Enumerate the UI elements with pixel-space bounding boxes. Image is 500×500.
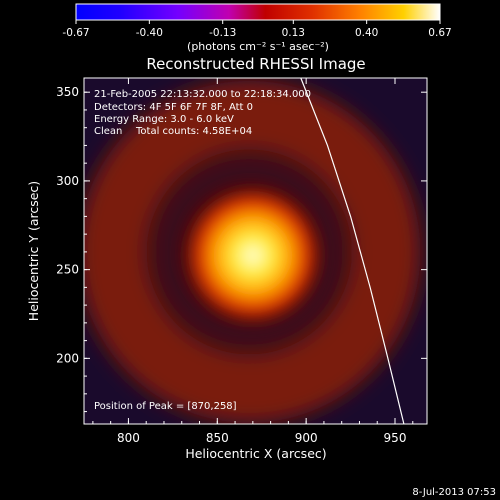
colorbar-tick-label: 0.13: [282, 27, 305, 39]
colorbar-unit-label: (photons cm⁻² s⁻¹ asec⁻²): [187, 40, 329, 53]
date-stamp: 8-Jul-2013 07:53: [412, 487, 496, 498]
annotation-clean: Clean: [94, 126, 122, 137]
y-tick-label: 350: [56, 85, 79, 99]
x-tick-label: 950: [384, 431, 407, 445]
plot-frame: [83, 77, 428, 425]
colorbar: [75, 3, 441, 21]
x-tick-label: 850: [206, 431, 229, 445]
y-tick-label: 300: [56, 174, 79, 188]
colorbar-tick-label: -0.67: [62, 27, 89, 39]
x-axis-label: Heliocentric X (arcsec): [185, 446, 326, 461]
chart-title: Reconstructed RHESSI Image: [146, 55, 365, 73]
colorbar-tick-label: -0.13: [209, 27, 236, 39]
colorbar-ticks: -0.67 -0.40 -0.13 0.13 0.40 0.67: [62, 20, 452, 39]
annotation-energy-range: Energy Range: 3.0 - 6.0 keV: [94, 114, 234, 125]
y-axis-label: Heliocentric Y (arcsec): [26, 181, 41, 321]
annotation-peak-position: Position of Peak = [870,258]: [94, 401, 237, 412]
image-layer: [84, 80, 421, 423]
x-tick-label: 800: [117, 431, 140, 445]
y-axis-ticks: 200 250 300 350: [56, 85, 427, 413]
y-tick-label: 200: [56, 351, 79, 365]
y-tick-label: 250: [56, 263, 79, 277]
annotation-total-counts: Total counts: 4.58E+04: [135, 126, 252, 137]
x-tick-label: 900: [295, 431, 318, 445]
peak-source: [177, 180, 329, 331]
x-axis-ticks: 800 850 900 950: [92, 78, 414, 445]
colorbar-tick-label: 0.40: [355, 27, 378, 39]
annotation-time-range: 21-Feb-2005 22:13:32.000 to 22:18:34.000: [94, 89, 311, 100]
colorbar-tick-label: 0.67: [428, 27, 451, 39]
colorbar-tick-label: -0.40: [136, 27, 163, 39]
annotation-detectors: Detectors: 4F 5F 6F 7F 8F, Att 0: [94, 102, 253, 113]
solar-limb-curve: [300, 77, 405, 425]
emission-ring: [84, 80, 421, 423]
